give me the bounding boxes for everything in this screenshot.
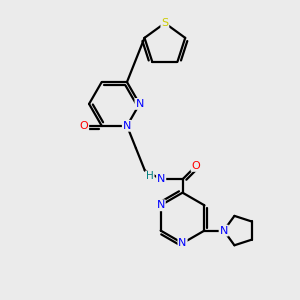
Text: N: N <box>157 174 165 184</box>
Text: O: O <box>80 121 88 131</box>
Text: S: S <box>161 18 168 28</box>
Text: N: N <box>178 238 187 248</box>
Text: N: N <box>220 226 228 236</box>
Text: N: N <box>123 121 131 131</box>
Text: N: N <box>157 200 165 210</box>
Text: O: O <box>191 161 200 171</box>
Text: N: N <box>135 99 144 109</box>
Text: H: H <box>146 171 154 181</box>
